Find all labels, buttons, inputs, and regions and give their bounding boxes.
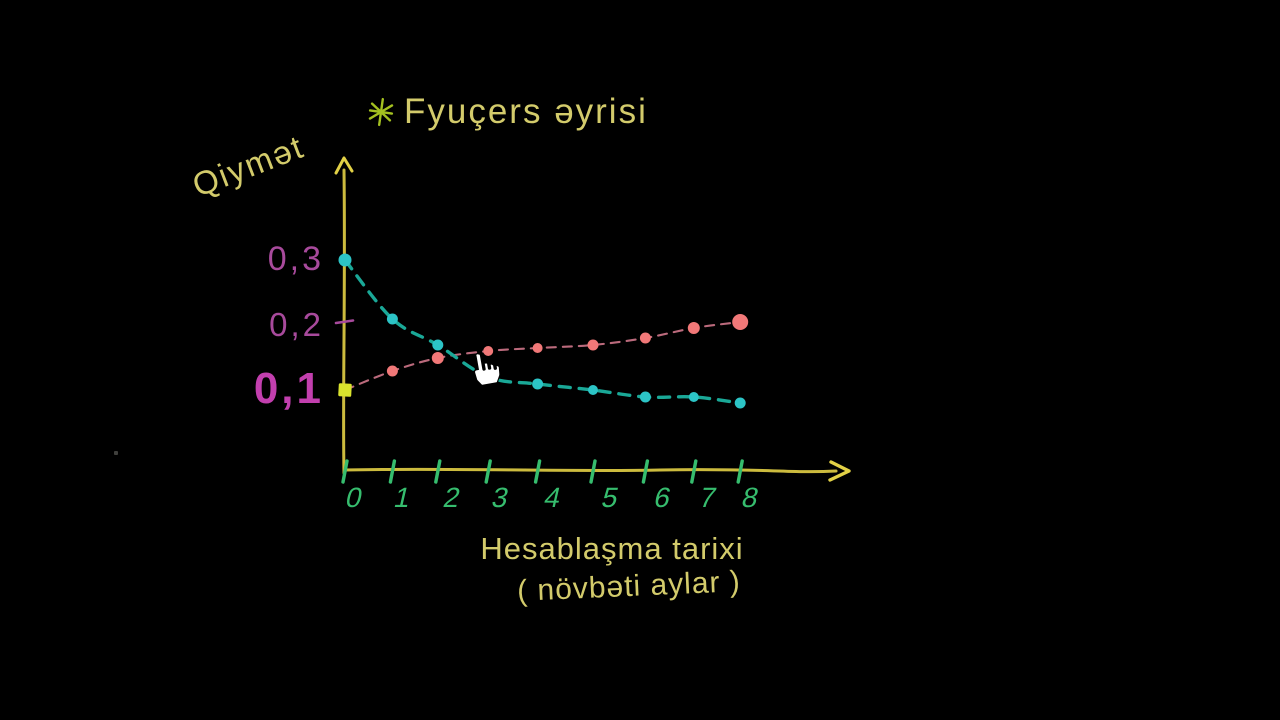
x-tick-mark-8 xyxy=(736,459,744,484)
chart-title: Fyuçers əyrisi xyxy=(366,92,648,132)
data-point-teal-m5 xyxy=(588,385,598,395)
x-tick-label-6: 6 xyxy=(651,482,674,514)
data-point-pink-m4 xyxy=(532,343,543,353)
data-point-pink-m5 xyxy=(587,339,599,351)
asterisk-icon xyxy=(368,97,394,127)
data-point-teal-m0 xyxy=(338,253,352,267)
y-axis-line xyxy=(342,168,346,475)
x-axis-label: Hesablaşma tarixi ( növbəti aylar ) xyxy=(428,531,796,608)
data-point-teal-m6 xyxy=(639,391,651,403)
x-axis-line xyxy=(342,467,838,474)
x-tick-label-3: 3 xyxy=(489,482,512,514)
x-tick-label-5: 5 xyxy=(599,482,622,514)
x-axis-label-line2: ( növbəti aylar ) xyxy=(516,565,742,608)
data-point-pink-m2 xyxy=(431,352,444,364)
x-axis-arrowhead xyxy=(828,460,851,482)
teal-series-line xyxy=(343,258,742,405)
x-tick-mark-2 xyxy=(434,459,442,484)
data-point-teal-m1 xyxy=(386,313,398,325)
x-tick-label-7: 7 xyxy=(696,482,719,514)
x-axis-label-line1: Hesablaşma tarixi xyxy=(480,531,744,566)
x-tick-mark-7 xyxy=(690,459,698,484)
y-tick-label-0-2: 0,2 xyxy=(269,305,324,343)
x-tick-label-8: 8 xyxy=(739,482,762,514)
x-tick-label-4: 4 xyxy=(541,482,564,514)
mouse-cursor-hand-icon xyxy=(473,353,501,386)
x-tick-mark-6 xyxy=(641,459,650,484)
x-tick-mark-0 xyxy=(341,459,349,484)
data-point-teal-m7 xyxy=(688,392,699,402)
data-point-pink-m8 xyxy=(732,314,749,330)
data-point-teal-m2 xyxy=(432,339,444,351)
x-tick-label-0: 0 xyxy=(343,482,366,514)
x-tick-mark-1 xyxy=(388,459,397,484)
chart-title-text: Fyuçers əyrisi xyxy=(404,92,648,131)
y-axis-arrowhead xyxy=(334,156,354,175)
pink-series-line xyxy=(343,320,742,392)
x-tick-mark-4 xyxy=(533,459,542,484)
data-point-teal-m8 xyxy=(734,397,746,409)
start-marker-yellow-square xyxy=(338,383,352,397)
x-tick-label-2: 2 xyxy=(440,482,463,514)
data-point-pink-m1 xyxy=(386,365,398,377)
x-tick-mark-5 xyxy=(589,459,597,484)
y-tick-mark-0-2 xyxy=(334,319,355,325)
stray-speck xyxy=(114,451,118,455)
data-point-pink-m6 xyxy=(639,332,651,344)
y-tick-label-0-3: 0,3 xyxy=(267,240,324,279)
x-tick-label-1: 1 xyxy=(391,482,414,514)
data-point-pink-m7 xyxy=(687,322,700,334)
data-point-pink-m3 xyxy=(483,346,494,356)
data-point-teal-m4 xyxy=(532,378,544,390)
x-tick-mark-3 xyxy=(484,459,492,484)
y-tick-label-0-1: 0,1 xyxy=(253,364,324,414)
